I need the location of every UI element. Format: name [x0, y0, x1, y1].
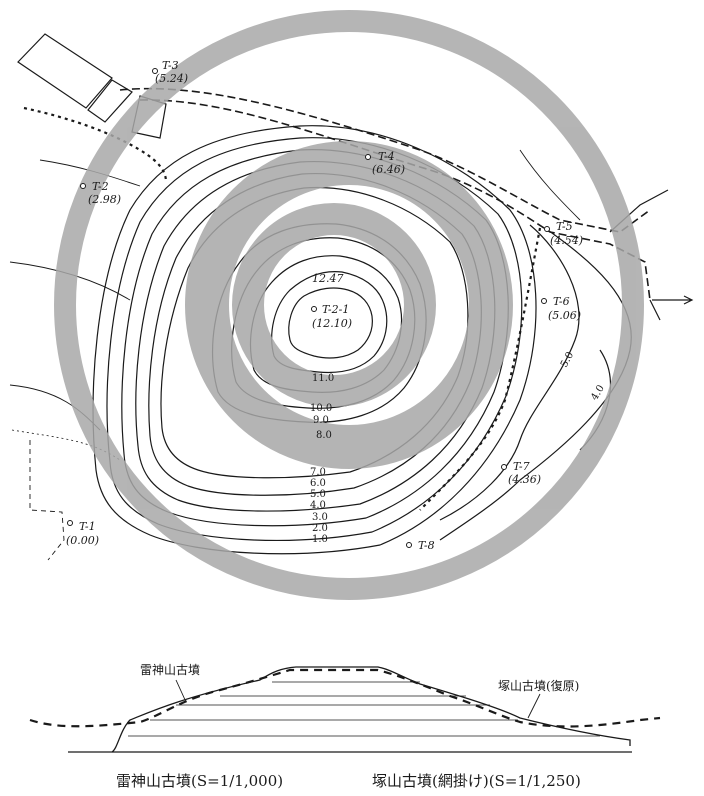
contour-line	[439, 227, 632, 541]
contour-label: 6.0	[310, 478, 326, 489]
contour-label: 3.0	[312, 512, 328, 523]
survey-point-id: T-7	[513, 460, 530, 473]
raijinyama-profile	[68, 666, 631, 753]
mound-top-ring	[232, 203, 436, 407]
tier-lines	[128, 681, 600, 737]
right-label-leader	[527, 693, 541, 719]
survey-point-id: T-4	[378, 150, 395, 163]
contour-labels: 11.0 10.0 9.0 8.0 7.0 6.0 5.0 4.0 3.0 2.…	[310, 350, 607, 545]
left-label-leader	[175, 679, 187, 703]
survey-point-marker	[406, 542, 412, 548]
survey-point-elev: (5.06)	[548, 309, 581, 322]
tsukayama-overlay	[54, 10, 644, 600]
contour-label: 8.0	[316, 430, 332, 441]
survey-point-id: T-2	[92, 180, 109, 193]
contour-label: 7.0	[310, 467, 326, 478]
contour-label: 4.0	[310, 500, 326, 511]
survey-point-marker	[365, 154, 371, 160]
survey-point-id: T-1	[79, 520, 96, 533]
contour-line	[92, 125, 537, 555]
contour-line	[439, 224, 580, 521]
building-outline	[87, 79, 133, 123]
survey-point-elev: (12.10)	[312, 317, 352, 330]
contour-line	[271, 271, 388, 374]
building-outline	[17, 33, 113, 109]
survey-point-marker	[544, 226, 550, 232]
outer-moat-ring	[54, 10, 644, 600]
profile-label-tsukayama: 塚山古墳(復原)	[498, 678, 579, 693]
mound-tier-ring	[185, 141, 513, 469]
arrow-line	[652, 295, 694, 305]
survey-markers	[67, 68, 550, 548]
contour-label: 1.0	[312, 534, 328, 545]
survey-point-elev: (5.24)	[155, 72, 188, 85]
misc-line	[9, 149, 581, 431]
summit-elevation: 12.47	[312, 272, 344, 285]
caption-raijinyama: 雷神山古墳(S=1/1,000)	[116, 772, 283, 790]
road-line	[119, 87, 651, 233]
survey-point-marker	[541, 298, 547, 304]
survey-point-marker	[152, 68, 158, 74]
profile-label-raijinyama: 雷神山古墳	[140, 662, 200, 677]
cross-section	[29, 666, 661, 753]
hatched-boundary	[419, 227, 542, 511]
contour-label: 11.0	[312, 373, 334, 384]
survey-point-id: T-8	[418, 539, 435, 552]
survey-point-elev: (4.54)	[550, 234, 583, 247]
survey-point-id: T-5	[556, 220, 573, 233]
survey-point-marker	[501, 464, 507, 470]
contour-map	[9, 33, 694, 561]
contour-label: 10.0	[310, 403, 332, 414]
survey-point-marker	[80, 183, 86, 189]
contour-label: 2.0	[312, 523, 328, 534]
property-line	[29, 440, 65, 561]
contour-label: 5.0	[310, 489, 326, 500]
contour-line	[106, 137, 523, 542]
caption-tsukayama: 塚山古墳(網掛け)(S=1/1,250)	[372, 772, 581, 790]
survey-point-marker	[67, 520, 73, 526]
contour-line	[288, 287, 373, 359]
tsukayama-profile	[29, 668, 661, 728]
survey-labels: T-3 (5.24) T-4 (6.46) T-2 (2.98) T-5 (4.…	[66, 59, 583, 552]
contour-label: 9.0	[313, 415, 329, 426]
survey-point-marker	[311, 306, 317, 312]
survey-point-elev: (4.36)	[508, 473, 541, 486]
survey-point-id: T-3	[162, 59, 179, 72]
survey-point-elev: (6.46)	[372, 163, 405, 176]
survey-point-elev: (0.00)	[66, 534, 99, 547]
contour-label: 5.0	[559, 350, 576, 369]
contour-label: 4.0	[589, 383, 607, 402]
survey-point-elev: (2.98)	[88, 193, 121, 206]
survey-point-id: T-6	[553, 295, 570, 308]
survey-point-id: T-2-1	[322, 303, 349, 316]
